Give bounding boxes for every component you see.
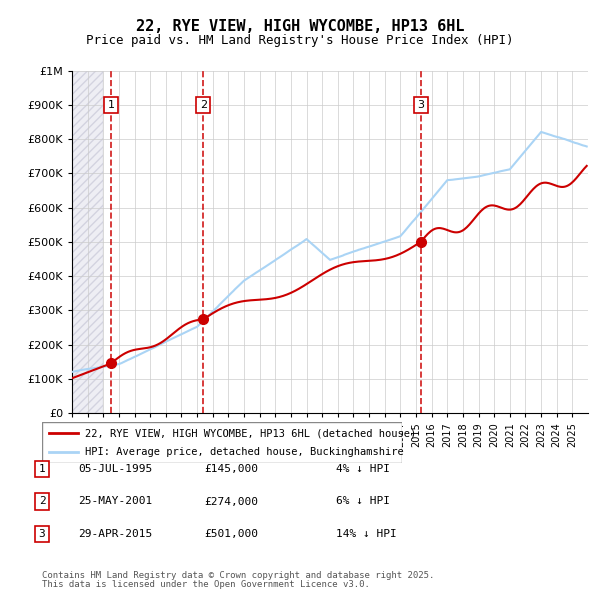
Text: 3: 3 (418, 100, 425, 110)
Text: 29-APR-2015: 29-APR-2015 (78, 529, 152, 539)
Text: 2: 2 (38, 497, 46, 506)
Text: 1: 1 (38, 464, 46, 474)
Text: £274,000: £274,000 (204, 497, 258, 506)
Text: 05-JUL-1995: 05-JUL-1995 (78, 464, 152, 474)
Text: £145,000: £145,000 (204, 464, 258, 474)
Text: 22, RYE VIEW, HIGH WYCOMBE, HP13 6HL: 22, RYE VIEW, HIGH WYCOMBE, HP13 6HL (136, 19, 464, 34)
Text: 6% ↓ HPI: 6% ↓ HPI (336, 497, 390, 506)
Text: HPI: Average price, detached house, Buckinghamshire: HPI: Average price, detached house, Buck… (85, 447, 404, 457)
Text: 4% ↓ HPI: 4% ↓ HPI (336, 464, 390, 474)
Text: 14% ↓ HPI: 14% ↓ HPI (336, 529, 397, 539)
Text: Price paid vs. HM Land Registry's House Price Index (HPI): Price paid vs. HM Land Registry's House … (86, 34, 514, 47)
Bar (72, 71, 103, 413)
Text: Contains HM Land Registry data © Crown copyright and database right 2025.: Contains HM Land Registry data © Crown c… (42, 571, 434, 580)
FancyBboxPatch shape (42, 422, 402, 463)
Text: 22, RYE VIEW, HIGH WYCOMBE, HP13 6HL (detached house): 22, RYE VIEW, HIGH WYCOMBE, HP13 6HL (de… (85, 428, 416, 438)
Text: 25-MAY-2001: 25-MAY-2001 (78, 497, 152, 506)
Text: This data is licensed under the Open Government Licence v3.0.: This data is licensed under the Open Gov… (42, 579, 370, 589)
Text: 1: 1 (107, 100, 115, 110)
Text: £501,000: £501,000 (204, 529, 258, 539)
Text: 3: 3 (38, 529, 46, 539)
Text: 2: 2 (200, 100, 207, 110)
